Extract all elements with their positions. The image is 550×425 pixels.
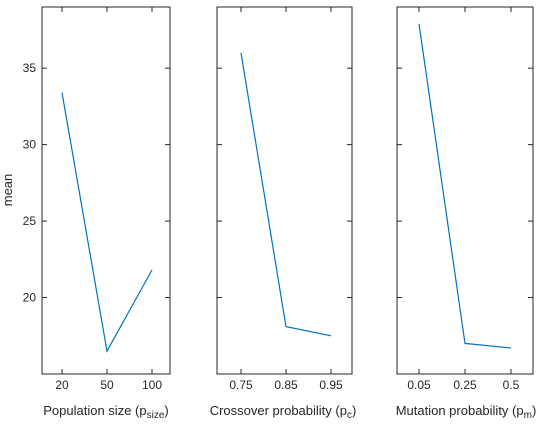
x-axis-label-subscript: c [347,410,352,421]
x-tick-label: 0.05 [407,378,431,392]
x-tick-label: 0.85 [274,378,298,392]
y-tick-label: 20 [23,291,37,305]
y-tick-label: 35 [23,61,37,75]
x-axis-label-open: (p [332,403,347,418]
y-axis-label: mean [0,174,15,207]
x-ticks: 20 50 100 [55,7,162,392]
x-tick-label: 20 [55,378,69,392]
subplot-population-size: 20 25 30 35 20 50 100 mean Population size (p… [0,6,171,421]
x-axis-label-main: Mutation probability [396,403,509,418]
x-axis-label: Population size (psize) [43,403,168,421]
x-tick-label: 0.75 [229,378,253,392]
x-axis-label-main: Crossover probability [210,403,333,418]
x-axis-label: Crossover probability (pc) [210,403,357,421]
x-axis-label-close: ) [164,403,168,418]
x-tick-label: 0.5 [503,378,520,392]
x-axis-label-close: ) [352,403,356,418]
x-axis-label: Mutation probability (pm) [396,403,537,421]
x-axis-label-open: (p [131,403,146,418]
x-axis-label-close: ) [532,403,536,418]
y-tick-label: 25 [23,214,37,228]
x-axis-label-main: Population size [43,403,131,418]
x-tick-label: 0.25 [453,378,477,392]
plot-area-frame [216,6,353,375]
y-ticks [397,67,533,299]
plot-area-frame [396,6,534,375]
x-axis-label-subscript: size [147,410,165,421]
x-axis-label-subscript: m [524,410,532,421]
series-line [61,92,153,353]
subplot-crossover-probability: 0.75 0.85 0.95 Crossover probability (pc) [210,6,357,421]
y-tick-label: 30 [23,138,37,152]
x-tick-label: 50 [100,378,114,392]
plot-area-frame [41,6,171,375]
series-line [240,52,332,337]
series-line [418,23,512,349]
subplot-mutation-probability: 0.05 0.25 0.5 Mutation probability (pm) [396,6,537,421]
x-axis-label-open: (p [508,403,523,418]
x-tick-label: 100 [142,378,162,392]
y-ticks: 20 25 30 35 [23,61,170,305]
x-tick-label: 0.95 [319,378,343,392]
x-ticks: 0.75 0.85 0.95 [229,7,343,392]
x-ticks: 0.05 0.25 0.5 [407,7,520,392]
y-ticks [217,67,352,299]
